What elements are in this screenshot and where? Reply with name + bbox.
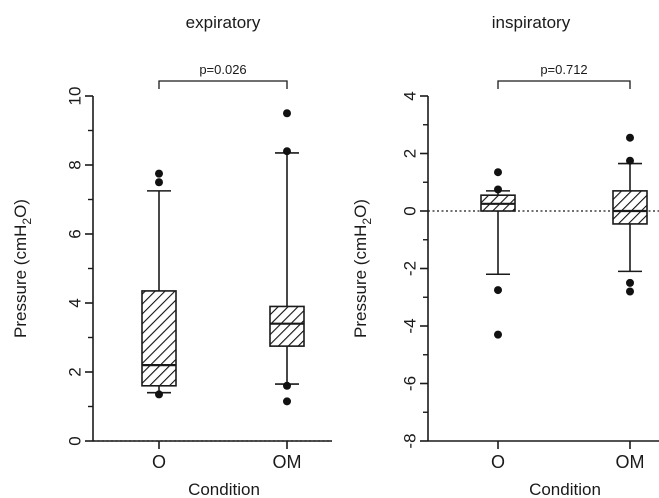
outlier-point xyxy=(155,169,163,178)
outlier-point xyxy=(155,390,163,399)
y-axis-label: Pressure (cmH2O) xyxy=(351,199,374,338)
y-tick-label: 2 xyxy=(401,149,420,158)
y-axis-label-text: Pressure (cmH xyxy=(351,225,370,338)
chart-title: inspiratory xyxy=(492,13,571,32)
outlier-point xyxy=(494,185,502,194)
outlier-point xyxy=(626,278,634,287)
y-tick-label: -2 xyxy=(401,261,420,276)
y-axis-label-subscript: 2 xyxy=(20,218,34,225)
y-tick-label: 4 xyxy=(401,91,420,100)
outlier-point xyxy=(494,286,502,295)
outlier-point xyxy=(283,397,291,406)
y-tick-label: 6 xyxy=(66,229,85,238)
x-tick-label: OM xyxy=(616,452,645,472)
significance-bracket xyxy=(158,80,288,89)
y-axis-label-subscript: 2 xyxy=(360,218,374,225)
x-tick-label: OM xyxy=(273,452,302,472)
y-tick-label: 0 xyxy=(401,206,420,215)
x-tick-label: O xyxy=(152,452,166,472)
y-tick-label: 2 xyxy=(66,367,85,376)
outlier-point xyxy=(283,381,291,390)
y-tick-label: -4 xyxy=(401,318,420,333)
y-tick-label: 4 xyxy=(66,298,85,307)
chart-title: expiratory xyxy=(186,13,261,32)
y-axis-label-text: O) xyxy=(11,199,30,218)
y-axis-label-text: O) xyxy=(351,199,370,218)
iqr-box xyxy=(269,305,305,347)
outlier-point xyxy=(626,287,634,296)
y-axis-label: Pressure (cmH2O) xyxy=(11,199,34,338)
box-OM xyxy=(612,133,648,296)
y-axis-label-text: Pressure (cmH xyxy=(11,225,30,338)
outlier-point xyxy=(155,178,163,187)
box-O xyxy=(141,169,177,399)
y-tick-label: 0 xyxy=(66,436,85,445)
outlier-point xyxy=(494,168,502,177)
box-OM xyxy=(269,109,305,406)
p-value-label: p=0.026 xyxy=(199,62,246,77)
outlier-point xyxy=(626,133,634,142)
outlier-point xyxy=(283,147,291,156)
box-O xyxy=(480,168,516,339)
y-tick-label: 8 xyxy=(66,160,85,169)
iqr-box xyxy=(612,190,648,225)
iqr-box xyxy=(141,290,177,387)
outlier-point xyxy=(494,330,502,339)
y-tick-label: -6 xyxy=(401,376,420,391)
x-axis-label: Condition xyxy=(529,480,601,498)
p-value-label: p=0.712 xyxy=(540,62,587,77)
x-tick-label: O xyxy=(491,452,505,472)
significance-bracket xyxy=(497,80,631,89)
outlier-point xyxy=(283,109,291,118)
x-axis-label: Condition xyxy=(188,480,260,498)
y-tick-label: 10 xyxy=(66,87,85,106)
y-tick-label: -8 xyxy=(401,433,420,448)
outlier-point xyxy=(626,156,634,165)
